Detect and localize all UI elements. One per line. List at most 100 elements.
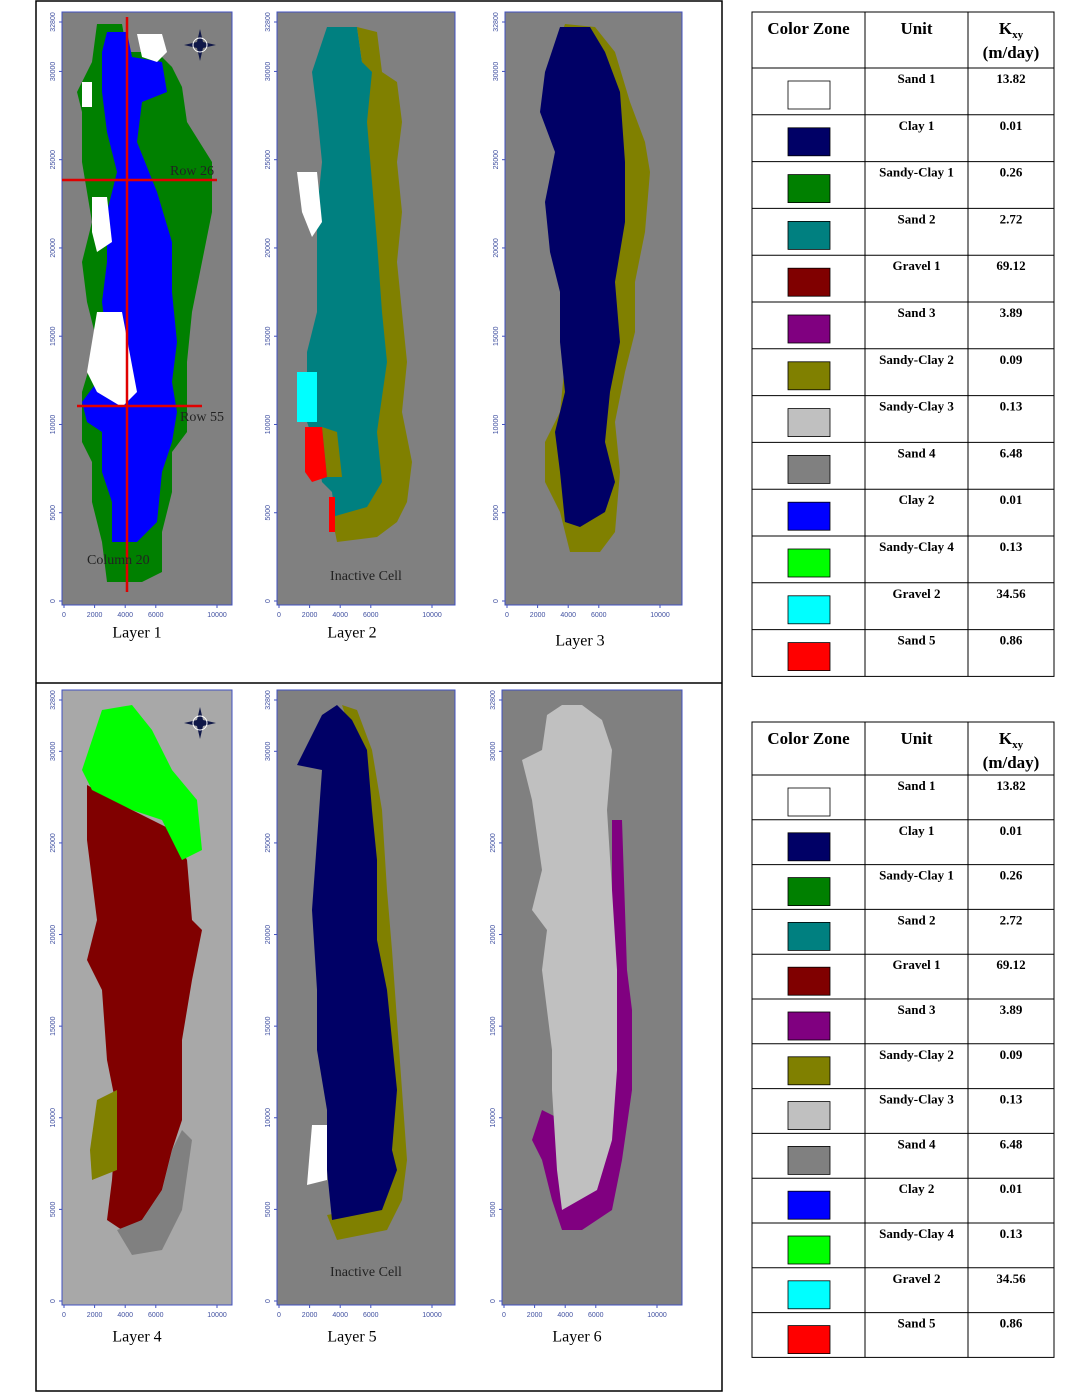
y-tick-label: 32800 <box>50 690 57 710</box>
y-tick-label: 32800 <box>265 12 272 32</box>
x-tick-label: 4000 <box>332 612 348 619</box>
table-border <box>751 11 1055 677</box>
annotation: Column 20 <box>87 553 150 568</box>
y-tick-label: 15000 <box>265 1016 272 1036</box>
zone <box>332 27 412 542</box>
y-tick-label: 20000 <box>265 238 272 258</box>
x-tick-label: 0 <box>62 1312 66 1319</box>
x-tick-label: 0 <box>62 612 66 619</box>
y-tick-label: 0 <box>493 599 500 603</box>
k-cell: 69.12 <box>996 957 1025 972</box>
y-tick-label: 0 <box>265 1299 272 1303</box>
x-tick-label: 6000 <box>591 612 607 619</box>
k-cell: 13.82 <box>996 778 1025 793</box>
zone <box>82 32 177 542</box>
compass <box>184 29 216 61</box>
k-cell: 0.13 <box>1000 539 1023 554</box>
header-k-subscript: xy <box>1012 29 1024 41</box>
y-tick-label: 30000 <box>493 62 500 82</box>
color-swatch <box>787 174 831 204</box>
y-tick-label: 32800 <box>493 12 500 32</box>
x-tick-label: 4000 <box>560 612 576 619</box>
annotation: Inactive Cell <box>330 1265 402 1280</box>
y-tick-label: 20000 <box>50 238 57 258</box>
y-tick-label: 25000 <box>265 150 272 170</box>
layer-map <box>501 689 683 1306</box>
k-cell: 0.86 <box>1000 1316 1023 1331</box>
zone <box>87 312 137 407</box>
header-k-unit: (m/day) <box>983 43 1040 62</box>
zone <box>297 705 397 1220</box>
header-color-zone: Color Zone <box>767 729 850 748</box>
x-tick-label: 6000 <box>148 612 164 619</box>
color-swatch <box>787 877 831 906</box>
unit-cell: Sandy-Clay 2 <box>879 1047 954 1062</box>
color-swatch <box>787 922 831 951</box>
color-swatch <box>787 1235 831 1265</box>
annotation: Inactive Cell <box>330 569 402 584</box>
y-tick-label: 20000 <box>50 925 57 945</box>
k-cell: 0.09 <box>1000 352 1023 367</box>
k-cell: 3.89 <box>1000 305 1023 320</box>
unit-cell: Sandy-Clay 4 <box>879 1226 954 1241</box>
x-tick-label: 2000 <box>302 612 318 619</box>
color-swatch <box>787 1190 831 1220</box>
k-cell: 6.48 <box>1000 1136 1023 1151</box>
unit-cell: Sand 2 <box>898 211 936 226</box>
layer-map <box>61 11 233 606</box>
y-tick-label: 5000 <box>493 505 500 521</box>
k-cell: 69.12 <box>996 258 1025 273</box>
k-cell: 0.13 <box>1000 399 1023 414</box>
y-tick-label: 30000 <box>50 741 57 761</box>
zone <box>82 82 92 107</box>
x-tick-label: 4000 <box>117 612 133 619</box>
x-tick-label: 0 <box>277 612 281 619</box>
k-cell: 0.09 <box>1000 1047 1023 1062</box>
y-tick-label: 20000 <box>490 925 497 945</box>
y-tick-label: 10000 <box>50 1108 57 1128</box>
table-border <box>751 721 1055 1358</box>
layer-label: Layer 1 <box>112 625 161 642</box>
y-tick-label: 30000 <box>265 741 272 761</box>
y-tick-label: 32800 <box>265 690 272 710</box>
k-cell: 0.13 <box>1000 1226 1023 1241</box>
color-swatch <box>787 501 831 531</box>
x-tick-label: 4000 <box>332 1312 348 1319</box>
layer-label: Layer 4 <box>112 1329 161 1346</box>
zone <box>87 785 202 1230</box>
unit-cell: Sand 1 <box>898 71 936 86</box>
x-tick-label: 6000 <box>363 612 379 619</box>
x-tick-label: 4000 <box>557 1312 573 1319</box>
y-tick-label: 5000 <box>490 1201 497 1217</box>
color-swatch <box>787 408 831 438</box>
color-swatch <box>787 220 831 250</box>
compass-ring <box>192 715 208 731</box>
color-swatch <box>787 1101 831 1130</box>
unit-cell: Sand 3 <box>898 1002 936 1017</box>
header-k-subscript: xy <box>1012 739 1024 751</box>
zone <box>297 372 317 422</box>
x-tick-label: 0 <box>502 1312 506 1319</box>
color-swatch <box>787 1280 831 1310</box>
color-swatch <box>787 80 831 110</box>
y-tick-label: 10000 <box>490 1108 497 1128</box>
zone <box>322 427 342 477</box>
unit-cell: Clay 2 <box>899 1181 935 1196</box>
unit-cell: Sand 5 <box>898 1316 936 1331</box>
zone <box>540 27 625 527</box>
k-cell: 0.26 <box>1000 165 1023 180</box>
compass-ring <box>192 37 208 53</box>
color-swatch <box>787 127 831 157</box>
unit-cell: Clay 2 <box>899 492 935 507</box>
color-swatch <box>787 548 831 578</box>
layer-label: Layer 2 <box>327 625 376 642</box>
unit-cell: Sand 4 <box>898 1136 936 1151</box>
color-swatch <box>787 966 831 996</box>
y-tick-label: 15000 <box>50 1016 57 1036</box>
annotation: Row 26 <box>170 164 214 179</box>
y-tick-label: 5000 <box>50 505 57 521</box>
x-tick-label: 2000 <box>87 1312 103 1319</box>
zone <box>117 1130 192 1255</box>
